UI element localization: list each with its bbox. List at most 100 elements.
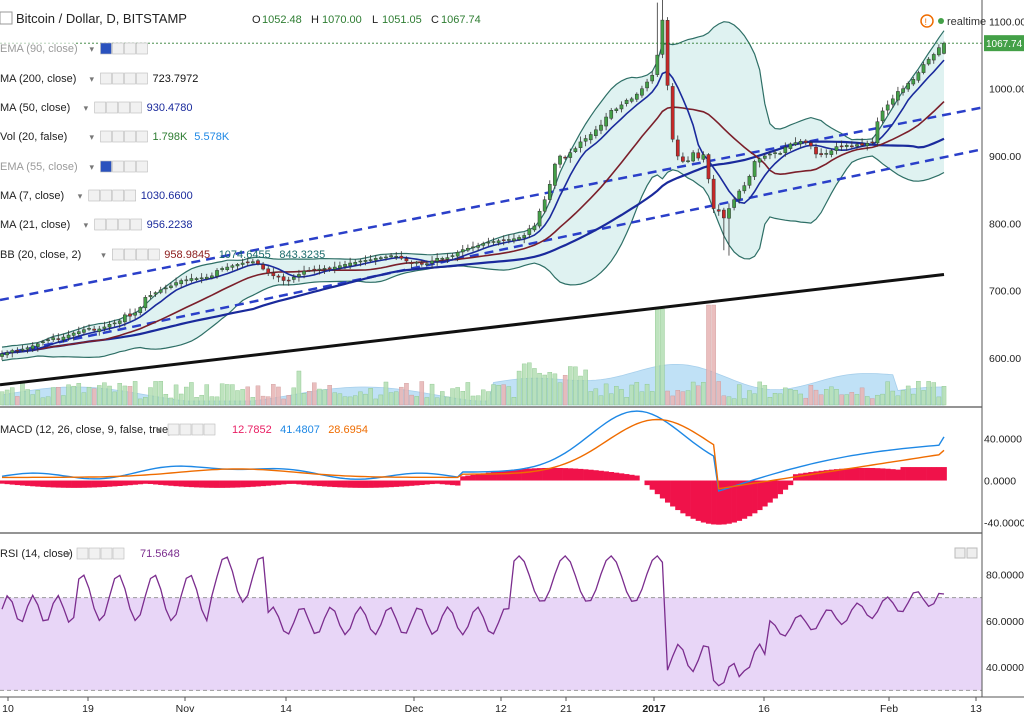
candle-body[interactable] — [404, 258, 409, 262]
settings-icon[interactable] — [94, 218, 106, 231]
candle-body[interactable] — [291, 276, 296, 280]
candle-body[interactable] — [471, 246, 475, 249]
candle-body[interactable] — [855, 144, 859, 147]
candle-body[interactable] — [824, 153, 829, 155]
candle-body[interactable] — [363, 260, 368, 262]
candle-body[interactable] — [322, 268, 327, 270]
rsi-pane[interactable] — [0, 554, 982, 691]
settings-icon[interactable] — [100, 42, 112, 55]
candle-body[interactable] — [937, 47, 941, 56]
candle-body[interactable] — [76, 331, 81, 334]
candle-body[interactable] — [568, 152, 573, 158]
candle-body[interactable] — [829, 150, 834, 155]
candle-body[interactable] — [5, 352, 9, 356]
add-icon[interactable] — [124, 42, 136, 55]
add-icon[interactable] — [124, 160, 136, 173]
settings-icon[interactable] — [100, 160, 112, 173]
candle-body[interactable] — [61, 336, 66, 341]
candle-body[interactable] — [660, 19, 665, 55]
remove-icon[interactable] — [130, 218, 142, 231]
candle-body[interactable] — [92, 328, 96, 331]
candle-body[interactable] — [614, 108, 619, 111]
add-icon[interactable] — [124, 130, 136, 143]
candle-body[interactable] — [752, 161, 757, 177]
candle-body[interactable] — [414, 262, 419, 264]
candle-body[interactable] — [722, 209, 726, 219]
candle-body[interactable] — [665, 20, 670, 86]
candle-body[interactable] — [82, 329, 86, 333]
candle-body[interactable] — [783, 147, 788, 153]
remove-icon[interactable] — [136, 130, 148, 143]
add-icon[interactable] — [118, 101, 130, 114]
candle-body[interactable] — [368, 259, 373, 261]
remove-icon[interactable] — [112, 547, 125, 560]
candle-body[interactable] — [640, 88, 644, 96]
candle-body[interactable] — [307, 269, 312, 272]
candle-body[interactable] — [266, 268, 271, 274]
candle-body[interactable] — [701, 154, 706, 160]
candle-body[interactable] — [399, 255, 404, 259]
candle-body[interactable] — [496, 240, 501, 243]
hide-icon[interactable] — [112, 130, 124, 143]
candle-body[interactable] — [430, 260, 434, 264]
candle-body[interactable] — [450, 255, 455, 257]
hide-icon[interactable] — [100, 189, 112, 202]
candle-body[interactable] — [271, 272, 276, 277]
candle-body[interactable] — [624, 99, 629, 104]
hide-icon[interactable] — [106, 101, 118, 114]
remove-icon[interactable] — [124, 189, 136, 202]
candle-body[interactable] — [506, 239, 511, 241]
candle-body[interactable] — [762, 155, 767, 159]
candle-body[interactable] — [169, 285, 173, 288]
candle-body[interactable] — [240, 262, 245, 265]
candle-body[interactable] — [87, 328, 91, 330]
candle-body[interactable] — [819, 153, 823, 155]
candle-body[interactable] — [629, 98, 634, 102]
candle-body[interactable] — [46, 339, 50, 341]
candle-body[interactable] — [788, 143, 793, 149]
candle-body[interactable] — [204, 276, 209, 280]
candle-body[interactable] — [225, 266, 230, 270]
candle-body[interactable] — [384, 256, 388, 259]
candle-body[interactable] — [419, 262, 424, 265]
candle-body[interactable] — [757, 158, 762, 163]
candle-body[interactable] — [440, 258, 445, 260]
candle-body[interactable] — [41, 341, 45, 343]
candle-body[interactable] — [332, 266, 337, 270]
candle-body[interactable] — [890, 98, 895, 105]
candle-body[interactable] — [696, 152, 701, 159]
candle-body[interactable] — [210, 275, 214, 278]
candle-body[interactable] — [297, 274, 301, 277]
candle-body[interactable] — [599, 124, 603, 131]
hide-icon[interactable] — [112, 72, 124, 85]
candle-body[interactable] — [737, 190, 742, 200]
candle-body[interactable] — [798, 140, 803, 145]
hide-icon[interactable] — [112, 42, 124, 55]
settings-icon[interactable] — [76, 547, 89, 560]
candle-body[interactable] — [588, 134, 593, 141]
add-icon[interactable] — [112, 189, 124, 202]
candle-body[interactable] — [30, 345, 35, 349]
candle-body[interactable] — [348, 262, 352, 266]
candle-body[interactable] — [542, 199, 547, 212]
candle-body[interactable] — [793, 142, 798, 145]
candle-body[interactable] — [179, 280, 184, 285]
candle-body[interactable] — [481, 243, 486, 246]
candle-body[interactable] — [727, 208, 731, 219]
candle-body[interactable] — [558, 155, 562, 165]
settings-icon[interactable] — [100, 72, 112, 85]
candle-body[interactable] — [911, 79, 916, 85]
candle-body[interactable] — [445, 257, 450, 260]
candle-body[interactable] — [778, 153, 783, 155]
candle-body[interactable] — [865, 142, 870, 147]
candle-body[interactable] — [573, 148, 578, 152]
candle-body[interactable] — [184, 279, 189, 282]
candle-body[interactable] — [245, 261, 250, 264]
candle-body[interactable] — [117, 320, 122, 324]
remove-icon[interactable] — [136, 72, 148, 85]
candle-body[interactable] — [302, 270, 306, 275]
candle-body[interactable] — [189, 278, 194, 281]
candle-body[interactable] — [338, 265, 342, 269]
